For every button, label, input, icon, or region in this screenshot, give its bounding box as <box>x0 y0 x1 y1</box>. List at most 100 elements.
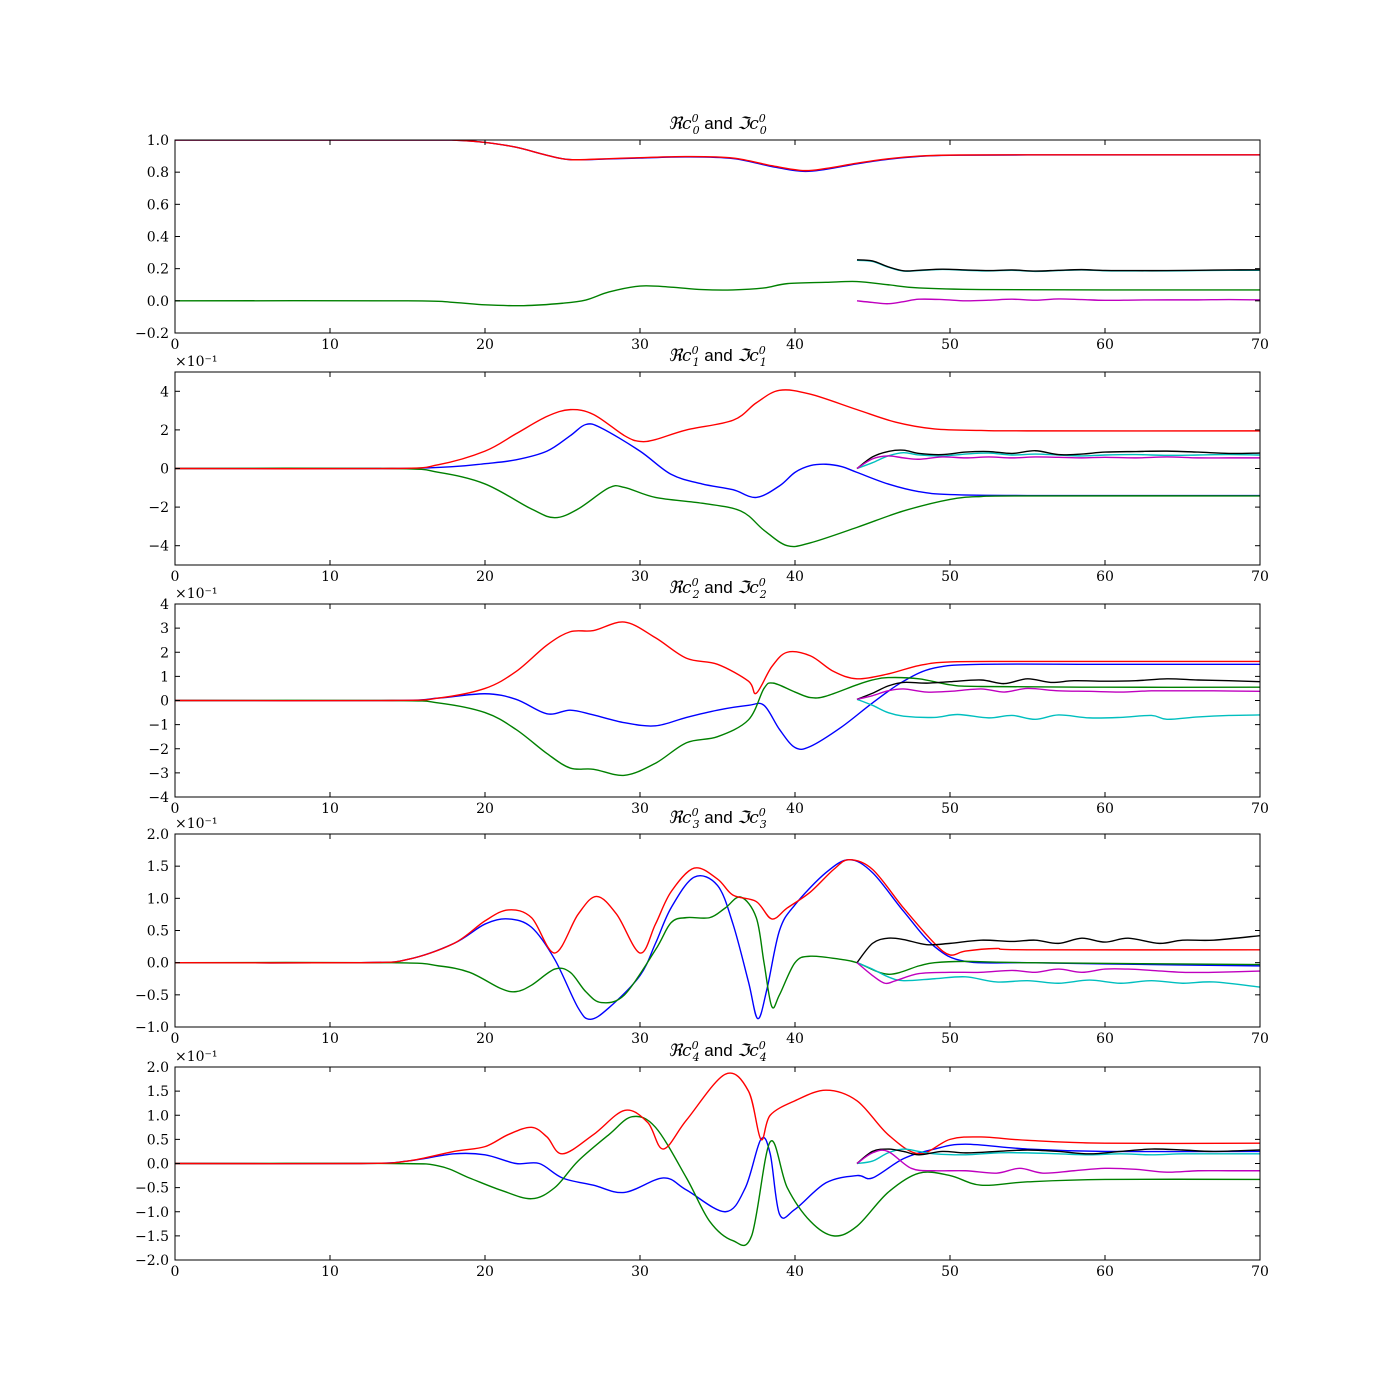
y-tick-label: 1 <box>160 669 169 685</box>
y-tick-label: 4 <box>160 597 169 613</box>
series-line-green <box>175 467 1260 548</box>
y-tick-label: −1 <box>148 718 169 734</box>
x-tick-label: 10 <box>321 569 339 585</box>
x-tick-label: 70 <box>1251 569 1269 585</box>
y-tick-label: 0 <box>160 694 169 710</box>
axis-scale-label: ×10⁻¹ <box>175 1049 218 1065</box>
y-tick-label: 1.0 <box>147 891 169 907</box>
series-line-magenta <box>856 1149 1260 1174</box>
x-tick-label: 30 <box>631 1031 649 1047</box>
x-tick-label: 60 <box>1096 337 1114 353</box>
x-tick-label: 10 <box>321 337 339 353</box>
y-tick-label: −1.5 <box>135 1229 169 1245</box>
series-line-green <box>175 676 1260 777</box>
series-line-blue <box>175 663 1260 751</box>
y-tick-label: 4 <box>160 384 169 400</box>
x-tick-label: 10 <box>321 1264 339 1280</box>
y-tick-label: −2 <box>148 742 169 758</box>
y-tick-label: −1.0 <box>135 1020 169 1036</box>
y-tick-label: −4 <box>148 539 169 555</box>
x-tick-label: 0 <box>171 1031 180 1047</box>
x-tick-label: 20 <box>476 1031 494 1047</box>
y-tick-label: 0.0 <box>147 294 169 310</box>
series-line-red <box>175 621 1260 702</box>
series-line-magenta <box>856 455 1260 470</box>
series-line-blue <box>175 140 1260 173</box>
subplot-0: 0 10 20 30 40 50 60 70 −0.2 0.0 0.2 0.4 0.6 0.8 1.0 ℜc0… <box>135 112 1269 353</box>
series-line-red <box>175 859 1260 964</box>
x-tick-label: 50 <box>941 801 959 817</box>
series-line-magenta <box>856 962 1260 985</box>
x-tick-label: 0 <box>171 569 180 585</box>
y-tick-label: 1.5 <box>147 1084 169 1100</box>
x-tick-label: 0 <box>171 337 180 353</box>
x-tick-label: 0 <box>171 1264 180 1280</box>
y-tick-label: 0.4 <box>147 230 169 246</box>
x-tick-label: 70 <box>1251 337 1269 353</box>
x-tick-label: 20 <box>476 1264 494 1280</box>
x-tick-label: 10 <box>321 801 339 817</box>
series-line-magenta <box>856 687 1260 700</box>
x-tick-label: 60 <box>1096 1031 1114 1047</box>
series-line-black <box>856 678 1260 700</box>
y-tick-label: 0.5 <box>147 924 169 940</box>
series-line-red <box>175 389 1260 470</box>
axes-frame <box>174 139 1261 334</box>
x-tick-label: 20 <box>476 337 494 353</box>
y-tick-label: 1.0 <box>147 1108 169 1124</box>
subplot-2: 0 10 20 30 40 50 60 70 −4 −3 −2 −1 0 1 2 3 4 ×10⁻¹ ℜc0 2 an… <box>148 576 1269 817</box>
y-tick-label: 3 <box>160 621 169 637</box>
x-tick-label: 50 <box>941 569 959 585</box>
y-tick-label: −3 <box>148 766 169 782</box>
y-tick-label: 0.2 <box>147 262 169 278</box>
axis-scale-label: ×10⁻¹ <box>175 816 218 832</box>
series-line-blue <box>175 423 1260 499</box>
subplot-title: ℜc0 3 and ℑc0 3 <box>668 806 767 831</box>
x-tick-label: 60 <box>1096 1264 1114 1280</box>
series-line-blue <box>175 1136 1260 1219</box>
y-tick-label: 0.5 <box>147 1132 169 1148</box>
series-line-black <box>856 1148 1260 1165</box>
series-line-red <box>175 1072 1260 1165</box>
subplot-1: 0 10 20 30 40 50 60 70 −4 −2 0 2 4 ×10⁻¹ ℜc0 1 and ℑc0 1 <box>148 344 1269 585</box>
series-line-cyan <box>856 698 1260 721</box>
subplot-title: ℜc0 0 and ℑc0 0 <box>668 112 767 137</box>
subplot-3: 0 10 20 30 40 50 60 70 −1.0 −0.5 0.0 0.5 1.0 1.5 2.0 ×1… <box>135 806 1269 1047</box>
subplot-title: ℜc0 4 and ℑc0 4 <box>668 1039 767 1064</box>
x-tick-label: 30 <box>631 801 649 817</box>
y-tick-label: 0.6 <box>147 197 169 213</box>
y-tick-label: −0.5 <box>135 1181 169 1197</box>
y-tick-label: 1.0 <box>147 133 169 149</box>
subplot-4: 0 10 20 30 40 50 60 70 −2.0 −1.5 −1.0 −0.5 0.0 0.5 1.0… <box>135 1039 1269 1280</box>
y-tick-label: 2 <box>160 423 169 439</box>
x-tick-label: 70 <box>1251 1264 1269 1280</box>
x-tick-label: 30 <box>631 569 649 585</box>
x-tick-label: 40 <box>786 1031 804 1047</box>
y-tick-label: 1.5 <box>147 859 169 875</box>
x-tick-label: 30 <box>631 1264 649 1280</box>
y-tick-label: 0.0 <box>147 1157 169 1173</box>
subplot-title: ℜc0 2 and ℑc0 2 <box>668 576 767 601</box>
axis-scale-label: ×10⁻¹ <box>175 586 218 602</box>
y-tick-label: −4 <box>148 790 169 806</box>
x-tick-label: 70 <box>1251 1031 1269 1047</box>
x-tick-label: 60 <box>1096 801 1114 817</box>
axes-frame <box>174 833 1261 1028</box>
series-line-black <box>856 934 1260 964</box>
series-line-blue <box>175 859 1260 1020</box>
x-tick-label: 40 <box>786 801 804 817</box>
x-tick-label: 20 <box>476 569 494 585</box>
x-tick-label: 20 <box>476 801 494 817</box>
series-line-magenta <box>856 298 1260 305</box>
series-line-green <box>175 896 1260 1009</box>
y-tick-label: −1.0 <box>135 1205 169 1221</box>
x-tick-label: 40 <box>786 337 804 353</box>
x-tick-label: 60 <box>1096 569 1114 585</box>
x-tick-label: 70 <box>1251 801 1269 817</box>
y-tick-label: −0.5 <box>135 988 169 1004</box>
series-line-black <box>856 259 1260 272</box>
x-tick-label: 0 <box>171 801 180 817</box>
y-tick-label: −2.0 <box>135 1253 169 1269</box>
y-tick-label: 0.0 <box>147 956 169 972</box>
subplot-title: ℜc0 1 and ℑc0 1 <box>668 344 767 369</box>
